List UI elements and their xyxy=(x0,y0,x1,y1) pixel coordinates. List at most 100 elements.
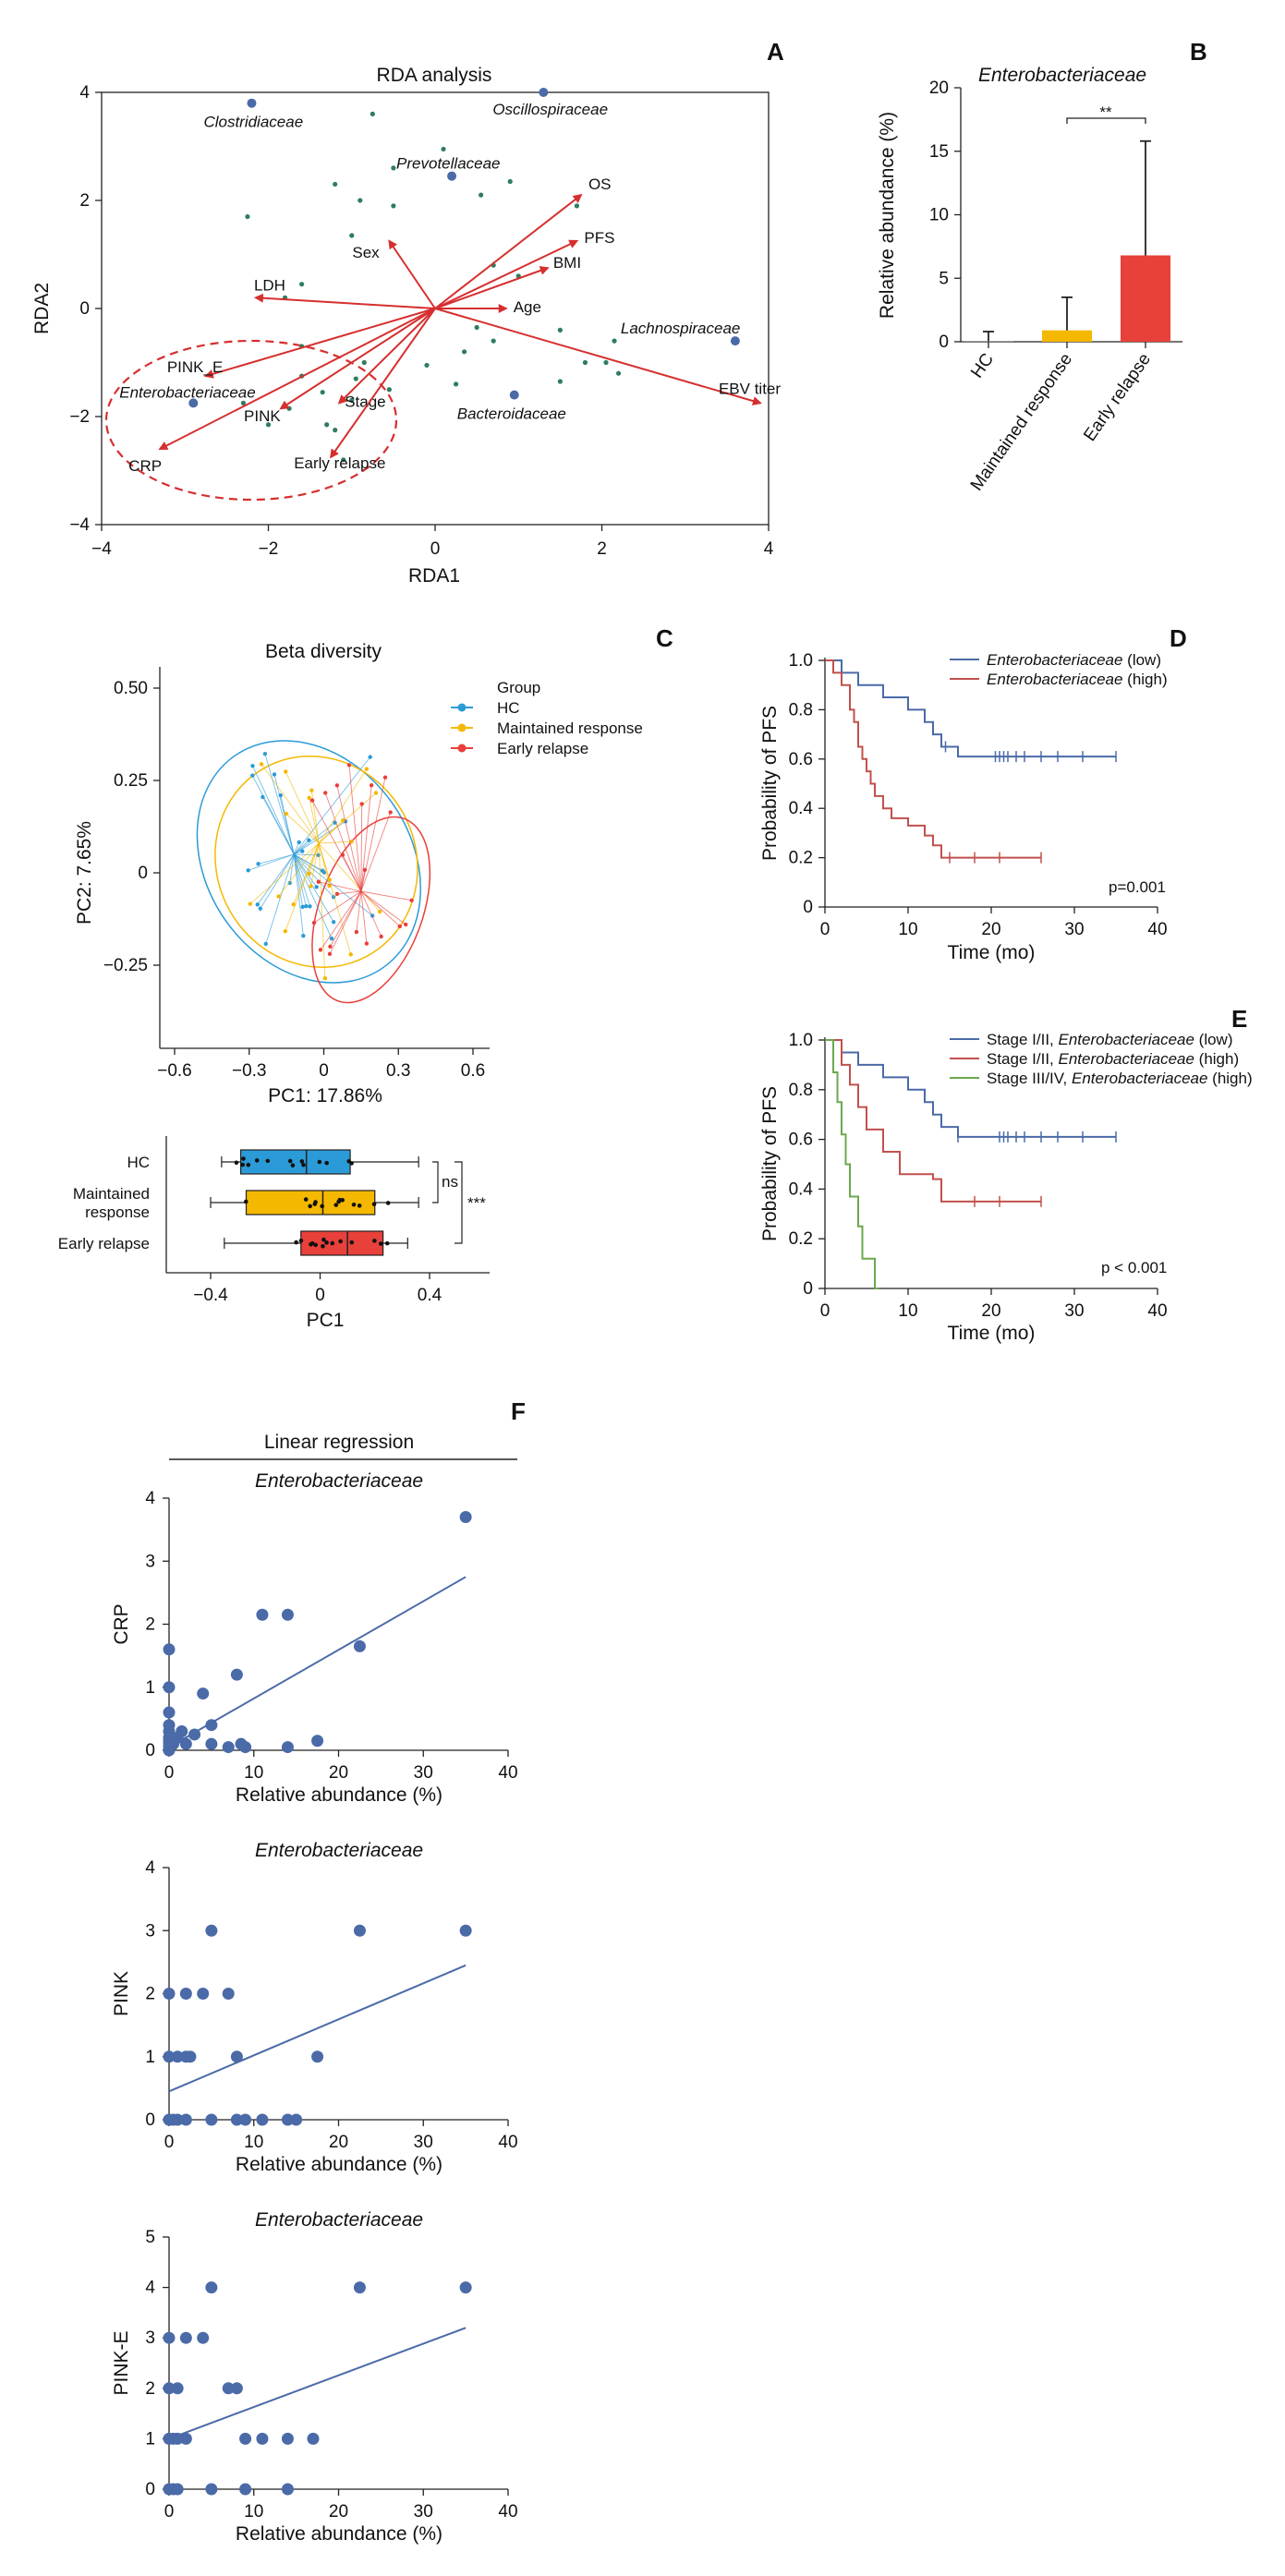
boxplot-point xyxy=(330,1240,335,1246)
km-e-curve xyxy=(825,1039,1041,1203)
rda-sample-point xyxy=(361,359,367,366)
boxplot-point xyxy=(385,1201,391,1205)
boxplot-box xyxy=(245,1190,376,1215)
regression-x-tick-label: 40 xyxy=(498,1763,517,1783)
rda-sample-point xyxy=(507,178,513,185)
pcoa-spoke xyxy=(318,881,361,892)
panel-letter-e: E xyxy=(1231,1005,1247,1033)
regression-fit-line xyxy=(168,2327,467,2440)
rda-vector-stage xyxy=(337,308,436,405)
pcoa-sample-point xyxy=(255,902,260,907)
boxplot-point xyxy=(240,1162,245,1167)
legend-title: Group xyxy=(497,679,540,696)
regression-point xyxy=(281,2432,294,2445)
rda-sample-point xyxy=(353,376,358,381)
pcoa-spoke xyxy=(260,853,295,909)
km-e-x-tick-label: 30 xyxy=(1064,1301,1084,1321)
pcoa-ellipse-early-relapse xyxy=(311,816,431,1004)
regression-x-tick-label: 30 xyxy=(414,2133,433,2152)
rda-sample-point xyxy=(265,422,272,428)
regression-point xyxy=(230,2382,243,2395)
rda-vector-early-relapse xyxy=(330,308,436,459)
km-d-y-tick-label: 0.2 xyxy=(789,849,813,868)
regression-point xyxy=(256,2432,269,2445)
bar-hc xyxy=(964,341,1013,342)
pcoa-sample-point xyxy=(409,898,414,903)
boxplot-x-tick-label: 0 xyxy=(315,1286,325,1305)
pcoa-y-tick-label: 0.50 xyxy=(114,679,148,698)
boxplot-point xyxy=(234,1160,239,1166)
pcoa-sample-point xyxy=(331,920,336,925)
km-e-y-tick-label: 0.8 xyxy=(789,1081,813,1100)
boxplot-point xyxy=(324,1240,329,1245)
rda-taxon-label: Enterobacteriaceae xyxy=(119,383,255,401)
rda-taxon-label: Lachnospiraceae xyxy=(621,320,740,337)
panel-letter-b: B xyxy=(1190,38,1207,66)
pcoa-sample-point xyxy=(327,951,333,957)
pcoa-spoke xyxy=(348,765,362,892)
pcoa-x-tick-label: 0 xyxy=(319,1061,329,1081)
pcoa-spoke xyxy=(293,853,334,898)
pcoa-sample-point xyxy=(316,879,321,884)
pcoa-spoke xyxy=(318,819,344,844)
pcoa-spoke xyxy=(289,853,295,884)
rda-sample-point xyxy=(461,349,467,355)
regression-point xyxy=(205,2281,218,2294)
regression-x-tick-label: 0 xyxy=(164,2133,175,2152)
pcoa-spoke xyxy=(252,766,295,855)
pcoa-sample-point xyxy=(314,885,319,889)
boxplot-sig-star: *** xyxy=(467,1194,486,1212)
regression-point xyxy=(197,1687,210,1700)
rda-vector-pink xyxy=(279,308,436,410)
rda-x-tick-label: −2 xyxy=(259,539,279,559)
regression-point xyxy=(197,2331,210,2344)
rda-sample-point xyxy=(349,397,355,404)
pcoa-spoke xyxy=(360,890,406,925)
pcoa-spoke xyxy=(249,842,320,904)
km-plot-e: 0 10 20 30 40 0 0.2 0.4 0.6 0.8 1.0 Stage I/II, En… xyxy=(759,1031,1253,1344)
pcoa-sample-point xyxy=(354,929,359,935)
regression-y-tick-label: 1 xyxy=(145,1678,155,1698)
pcoa-sample-point xyxy=(309,884,313,889)
regression-point xyxy=(171,2382,184,2395)
pcoa-spoke xyxy=(309,797,320,844)
km-e-x-tick-label: 10 xyxy=(898,1301,917,1321)
regression-x-tick-label: 20 xyxy=(329,2133,348,2152)
pcoa-spoke xyxy=(329,890,362,955)
boxplot-point xyxy=(349,1240,355,1245)
pcoa-sample-point xyxy=(261,794,265,800)
rda-vector-label: LDH xyxy=(254,276,285,294)
pcoa-spoke xyxy=(318,842,326,979)
regression-fit-line xyxy=(168,1576,467,1748)
pcoa-x-tick-label: 0.3 xyxy=(386,1061,410,1081)
pcoa-sample-point xyxy=(379,934,383,939)
rda-vector-label: PFS xyxy=(584,229,614,247)
pcoa-spoke xyxy=(265,853,295,945)
pcoa-spoke xyxy=(285,842,320,932)
regression-y-tick-label: 4 xyxy=(145,2279,155,2298)
pcoa-ellipse-maintained-response xyxy=(214,756,418,968)
pcoa-x-tick-label: −0.3 xyxy=(232,1061,267,1081)
boxplot-point xyxy=(265,1158,271,1164)
pcoa-spoke xyxy=(264,754,295,855)
pcoa-spoke xyxy=(285,771,320,844)
rda-sample-point xyxy=(370,111,375,116)
boxplot-point xyxy=(254,1158,260,1163)
pcoa-spoke xyxy=(360,812,392,892)
pcoa-spoke xyxy=(360,804,363,892)
pcoa-sample-point xyxy=(301,933,306,938)
boxplot-row-label: HC xyxy=(127,1154,150,1171)
rda-sample-point xyxy=(453,381,459,387)
km-d-x-tick-label: 0 xyxy=(820,920,830,939)
rda-sample-point xyxy=(557,327,563,333)
regression-point xyxy=(163,1706,176,1719)
boxplot-point xyxy=(340,1198,345,1203)
boxplot-point xyxy=(287,1158,293,1164)
pcoa-sample-point xyxy=(364,767,370,771)
regression-y-label: CRP xyxy=(111,1603,132,1644)
pcoa-spoke xyxy=(318,842,331,880)
regression-point xyxy=(163,1988,176,2000)
rda-sample-point xyxy=(491,338,496,344)
pcoa-x-tick-label: −0.6 xyxy=(157,1061,192,1081)
pcoa-spoke xyxy=(257,853,295,905)
